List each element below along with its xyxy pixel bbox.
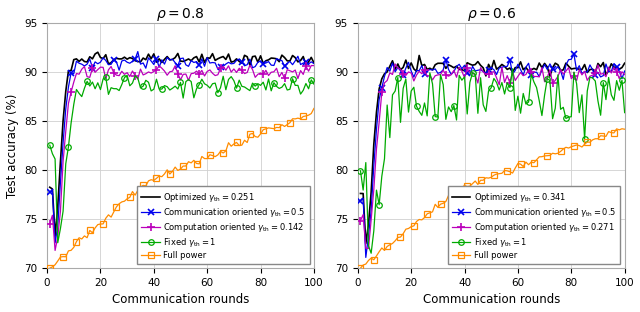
Y-axis label: Test accuracy (%): Test accuracy (%) xyxy=(6,94,19,198)
Legend: Optimized $\gamma_{\mathrm{th}} = 0.251$, Communication oriented $\gamma_{\mathr: Optimized $\gamma_{\mathrm{th}} = 0.251$… xyxy=(137,186,310,264)
Title: $\rho = 0.8$: $\rho = 0.8$ xyxy=(156,6,205,22)
Title: $\rho = 0.6$: $\rho = 0.6$ xyxy=(467,6,516,22)
X-axis label: Communication rounds: Communication rounds xyxy=(422,294,560,306)
Legend: Optimized $\gamma_{\mathrm{th}} = 0.341$, Communication oriented $\gamma_{\mathr: Optimized $\gamma_{\mathrm{th}} = 0.341$… xyxy=(448,186,620,264)
X-axis label: Communication rounds: Communication rounds xyxy=(112,294,249,306)
